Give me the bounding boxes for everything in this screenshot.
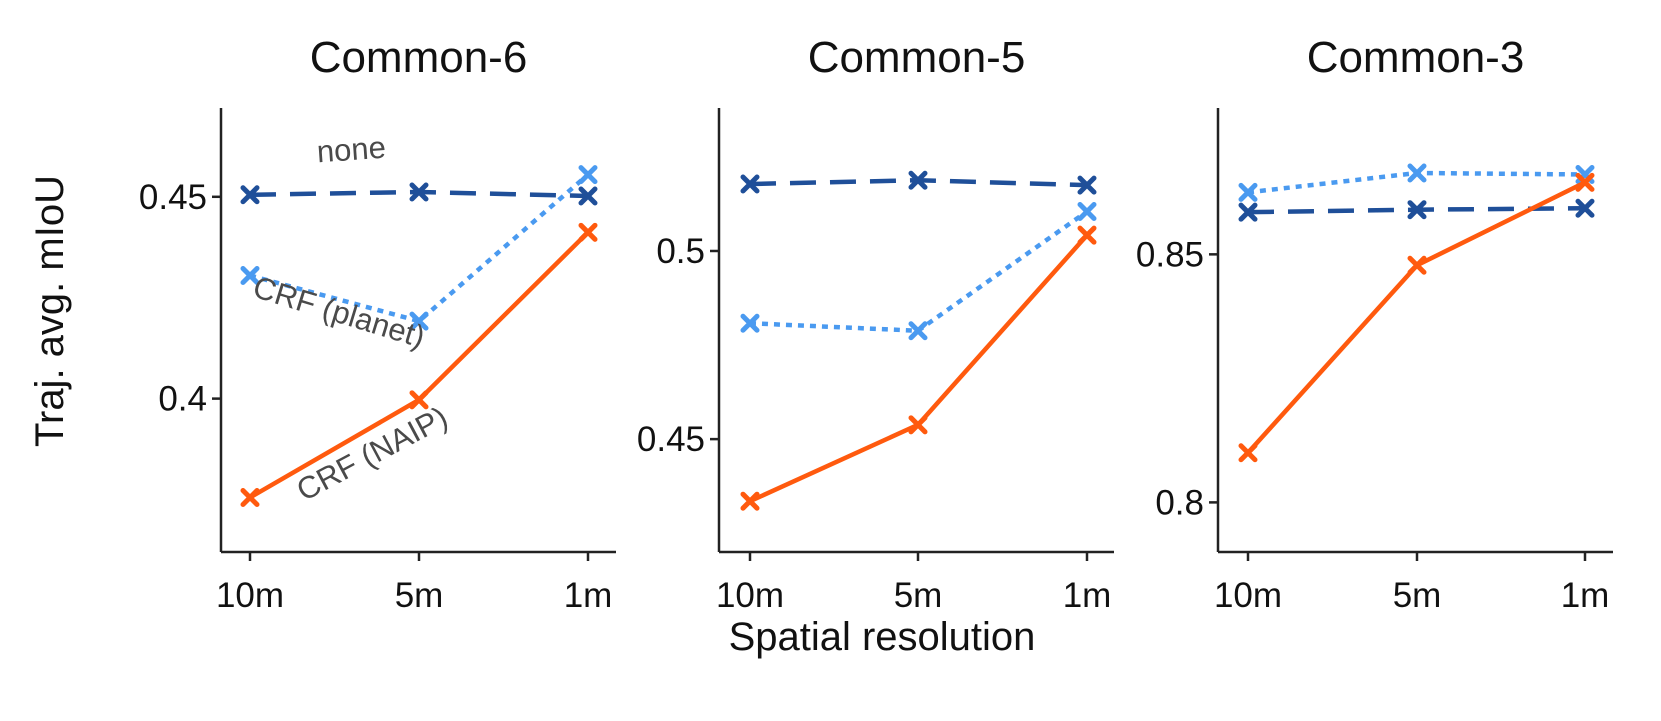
data-point-crf_planet: [1407, 163, 1427, 183]
data-point-crf_naip: [1407, 255, 1427, 275]
data-point-crf_naip: [1077, 225, 1097, 245]
y-tick-label: 0.45: [637, 420, 705, 459]
data-point-none: [1407, 200, 1427, 220]
x-tick-label: 1m: [564, 576, 613, 615]
data-point-crf_naip: [1238, 443, 1258, 463]
data-point-crf_planet: [1077, 201, 1097, 221]
data-point-none: [409, 182, 429, 202]
x-tick-label: 1m: [1561, 576, 1610, 615]
data-point-crf_planet: [578, 165, 598, 185]
data-point-none: [1077, 175, 1097, 195]
series-line-crf_naip: [749, 233, 1089, 504]
annotation-none: none: [316, 130, 387, 170]
data-point-crf_planet: [240, 266, 260, 286]
annotation-crf_planet: CRF (planet): [249, 269, 429, 354]
y-tick-label: 0.45: [139, 178, 207, 217]
x-tick-label: 10m: [1214, 576, 1282, 615]
y-tick-label: 0.8: [1155, 483, 1204, 522]
x-tick-label: 5m: [894, 576, 943, 615]
series-line-crf_naip: [248, 230, 590, 500]
data-point-crf_naip: [240, 488, 260, 508]
x-tick-label: 5m: [395, 576, 444, 615]
data-point-crf_planet: [1238, 182, 1258, 202]
data-point-none: [908, 170, 928, 190]
y-tick-label: 0.5: [656, 232, 705, 271]
data-point-crf_naip: [409, 390, 429, 410]
y-tick-label: 0.85: [1136, 235, 1204, 274]
data-point-crf_planet: [409, 311, 429, 331]
data-point-crf_naip: [908, 415, 928, 435]
data-point-none: [1238, 202, 1258, 222]
series-line-crf_planet: [749, 209, 1089, 334]
data-point-crf_planet: [908, 321, 928, 341]
series-line-crf_planet: [249, 172, 590, 324]
data-point-crf_naip: [1575, 172, 1595, 192]
x-tick-label: 5m: [1393, 576, 1442, 615]
data-point-crf_planet: [740, 313, 760, 333]
x-tick-label: 10m: [216, 576, 284, 615]
chart-title: Common-6: [310, 33, 528, 82]
data-point-none: [240, 185, 260, 205]
data-point-crf_naip: [578, 222, 598, 242]
data-point-none: [1575, 198, 1595, 218]
data-point-none: [578, 186, 598, 206]
data-point-none: [740, 174, 760, 194]
chart-title: Common-5: [808, 33, 1026, 82]
chart-title: Common-3: [1307, 33, 1525, 82]
series-line-crf_naip: [1246, 180, 1586, 455]
y-axis-label: Traj. avg. mIoU: [28, 175, 72, 447]
annotation-crf_naip: CRF (NAIP): [291, 399, 453, 508]
x-tick-label: 10m: [716, 576, 784, 615]
data-point-crf_naip: [740, 491, 760, 511]
x-axis-label: Spatial resolution: [729, 615, 1036, 659]
y-tick-label: 0.4: [158, 380, 207, 419]
x-tick-label: 1m: [1063, 576, 1112, 615]
